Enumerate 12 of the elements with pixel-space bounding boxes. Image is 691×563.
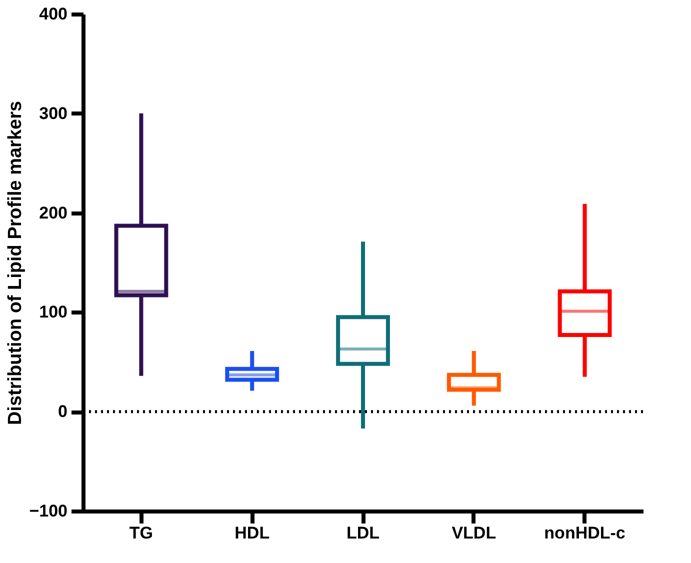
x-tick-label: VLDL — [452, 524, 496, 542]
y-tick-label: 0 — [58, 402, 68, 422]
x-tick-label: TG — [129, 524, 154, 542]
y-tick-label: 200 — [39, 203, 68, 222]
y-tick-label: 400 — [39, 4, 68, 24]
y-tick-label: −100 — [29, 502, 68, 520]
x-tick-label: HDL — [234, 524, 270, 542]
x-tick-label: LDL — [346, 524, 380, 542]
y-tick-label: 300 — [39, 104, 68, 123]
y-axis-title: Distribution of Lipid Profile markers — [5, 100, 26, 426]
x-tick-label: nonHDL-c — [544, 524, 626, 542]
y-tick-label: 100 — [39, 302, 68, 322]
